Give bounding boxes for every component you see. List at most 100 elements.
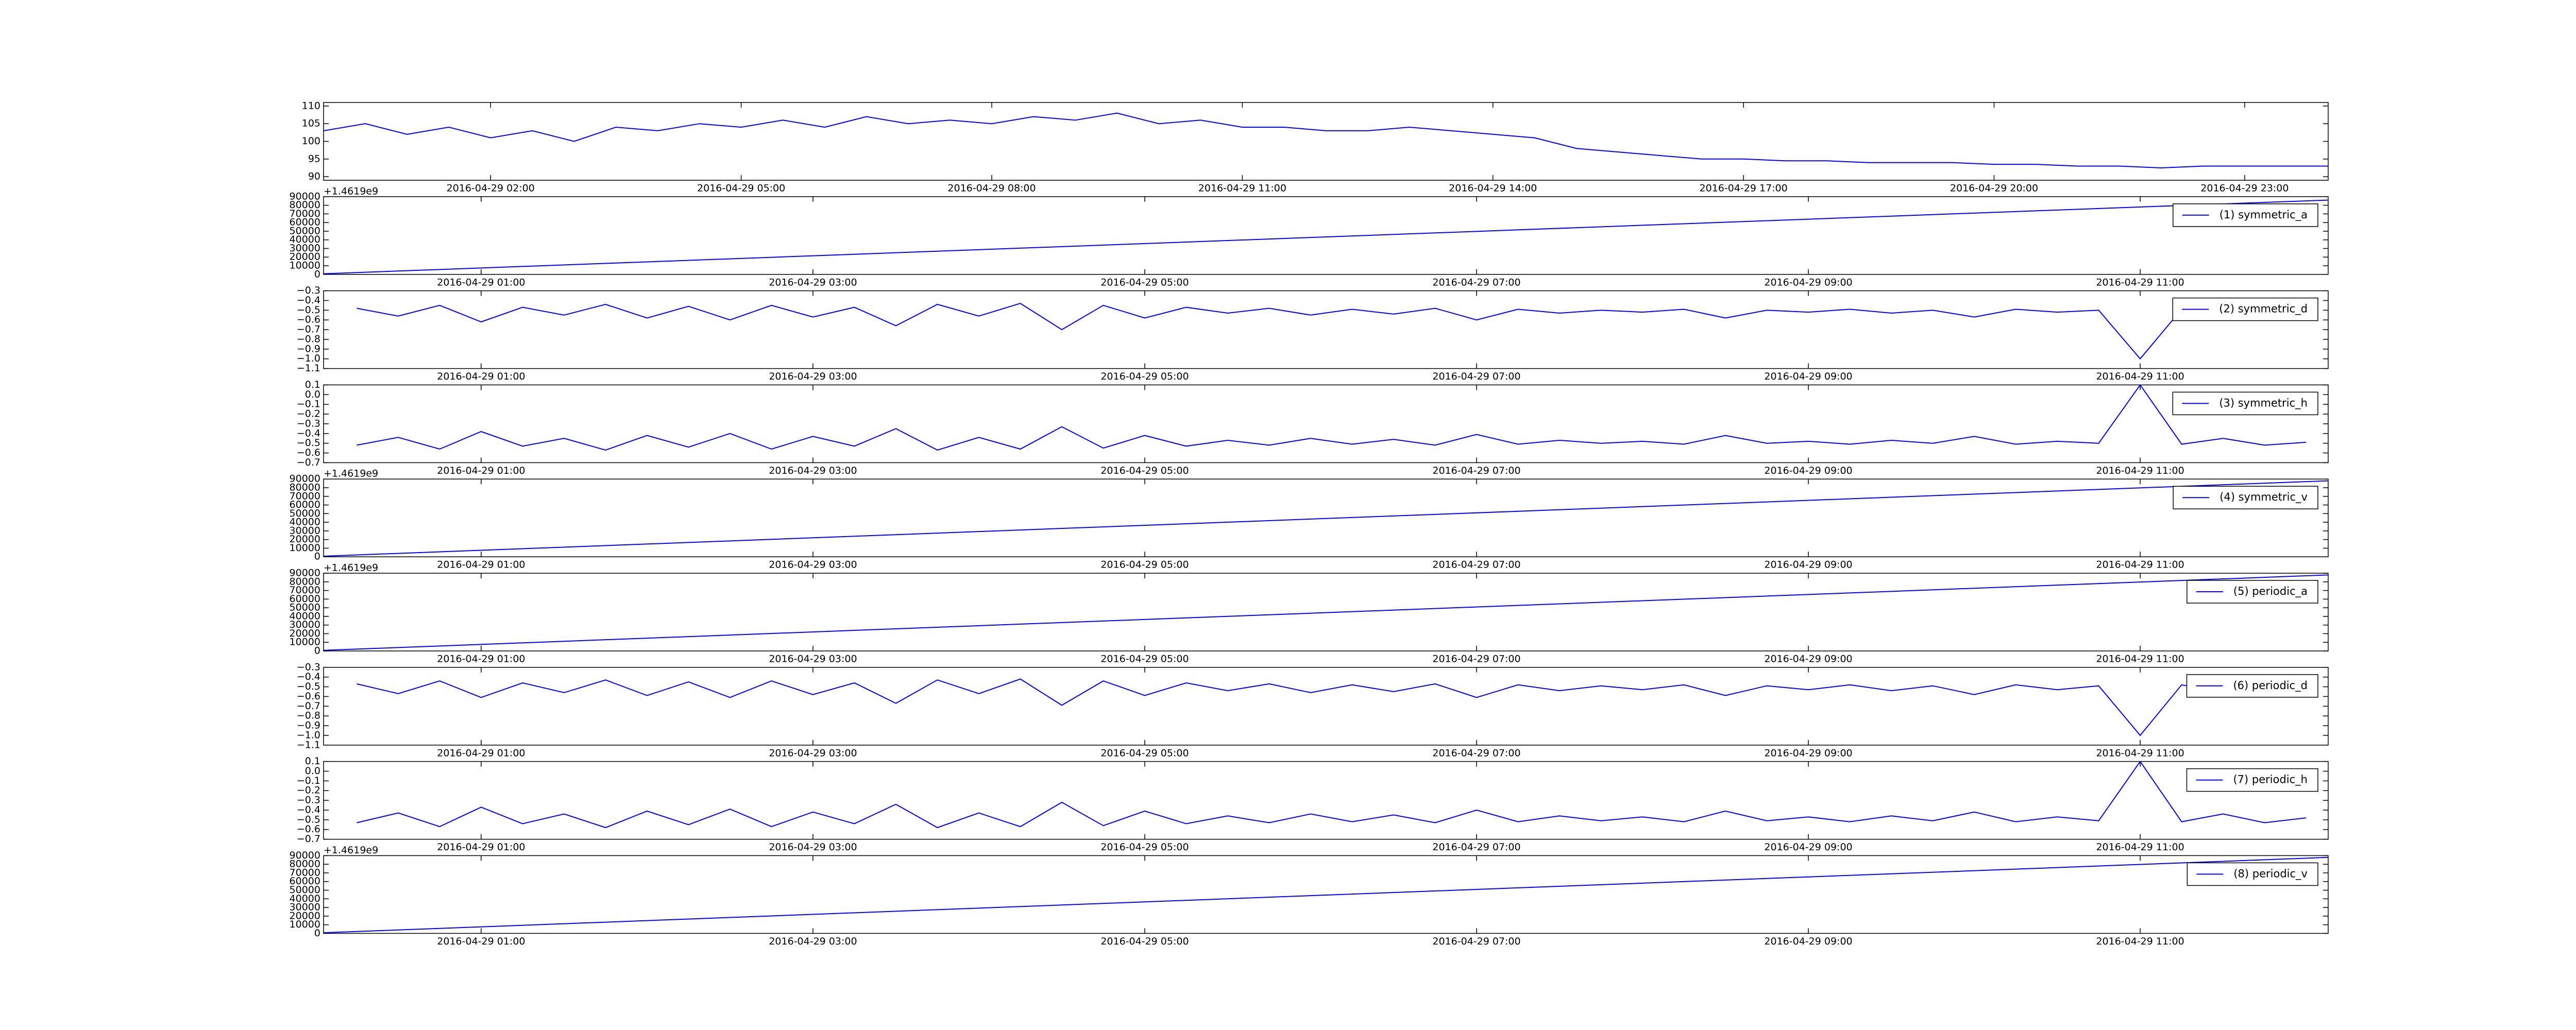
x-tick-label: 2016-04-29 09:00 xyxy=(1764,277,1852,288)
x-tick-label: 2016-04-29 11:00 xyxy=(1198,183,1286,194)
y-tick-label: 40000 xyxy=(290,893,320,904)
data-line xyxy=(324,856,2328,934)
legend: (7) periodic_h xyxy=(2186,768,2318,792)
x-tick-label: 2016-04-29 17:00 xyxy=(1700,183,1788,194)
y-tick-label: 70000 xyxy=(290,585,320,596)
y-tick-label: 30000 xyxy=(290,902,320,913)
y-tick-label: 90000 xyxy=(290,473,320,485)
legend: (4) symmetric_v xyxy=(2173,486,2318,509)
x-tick-label: 2016-04-29 01:00 xyxy=(437,747,525,759)
y-tick-label: −0.6 xyxy=(297,314,320,325)
y-tick-label: −0.2 xyxy=(297,785,320,796)
x-tick-label: 2016-04-29 09:00 xyxy=(1764,842,1852,853)
y-tick-label: −0.3 xyxy=(297,661,320,673)
y-tick-label: 50000 xyxy=(290,602,320,613)
y-tick-label: 0.0 xyxy=(305,765,320,777)
y-tick-label: −1.0 xyxy=(297,353,320,364)
offset-text: +1.4619e9 xyxy=(324,468,378,479)
legend-label: (2) symmetric_d xyxy=(2219,303,2308,316)
x-tick-label: 2016-04-29 07:00 xyxy=(1432,465,1520,476)
y-tick-label: −0.4 xyxy=(297,427,320,439)
x-tick-label: 2016-04-29 11:00 xyxy=(2096,277,2184,288)
x-tick-label: 2016-04-29 07:00 xyxy=(1432,277,1520,288)
x-tick-label: 2016-04-29 03:00 xyxy=(769,842,857,853)
y-tick-label: 30000 xyxy=(290,525,320,536)
x-tick-label: 2016-04-29 09:00 xyxy=(1764,559,1852,571)
offset-text: +1.4619e9 xyxy=(324,845,378,856)
y-tick-label: −0.3 xyxy=(297,285,320,296)
data-line xyxy=(357,385,2307,451)
y-tick-label: −0.7 xyxy=(297,324,320,335)
y-tick-label: 50000 xyxy=(290,508,320,519)
x-tick-label: 2016-04-29 03:00 xyxy=(769,747,857,759)
axes-frame xyxy=(323,855,2329,934)
y-tick-label: 80000 xyxy=(290,576,320,587)
y-tick-label: 20000 xyxy=(290,628,320,639)
data-line xyxy=(324,480,2328,557)
x-tick-label: 2016-04-29 23:00 xyxy=(2200,183,2289,194)
y-tick-label: 110 xyxy=(302,100,320,111)
x-tick-label: 2016-04-29 11:00 xyxy=(2096,465,2184,476)
axes-frame xyxy=(323,102,2329,181)
data-line xyxy=(357,678,2307,736)
x-tick-label: 2016-04-29 11:00 xyxy=(2096,371,2184,382)
y-tick-label: −0.4 xyxy=(297,671,320,682)
y-tick-label: 60000 xyxy=(290,876,320,887)
y-tick-label: 50000 xyxy=(290,884,320,896)
y-tick-label: −0.5 xyxy=(297,304,320,316)
y-tick-label: −0.6 xyxy=(297,823,320,835)
y-tick-label: −1.0 xyxy=(297,729,320,741)
y-tick-label: 60000 xyxy=(290,499,320,510)
data-line xyxy=(357,761,2307,829)
y-tick-label: −1.1 xyxy=(297,363,320,374)
axes-frame xyxy=(323,478,2329,557)
y-tick-label: −1.1 xyxy=(297,739,320,750)
x-tick-label: 2016-04-29 01:00 xyxy=(437,654,525,665)
y-tick-label: −0.7 xyxy=(297,700,320,712)
axes-frame xyxy=(323,196,2329,275)
y-tick-label: 80000 xyxy=(290,482,320,493)
x-tick-label: 2016-04-29 05:00 xyxy=(1100,936,1189,947)
x-tick-label: 2016-04-29 05:00 xyxy=(1100,654,1189,665)
x-tick-label: 2016-04-29 14:00 xyxy=(1449,183,1537,194)
x-tick-label: 2016-04-29 07:00 xyxy=(1432,936,1520,947)
legend: (1) symmetric_a xyxy=(2173,203,2318,227)
x-tick-label: 2016-04-29 20:00 xyxy=(1950,183,2038,194)
x-tick-label: 2016-04-29 01:00 xyxy=(437,842,525,853)
axes-frame xyxy=(323,667,2329,746)
y-tick-label: 0.1 xyxy=(305,756,320,767)
y-tick-label: 100 xyxy=(302,135,320,147)
x-tick-label: 2016-04-29 05:00 xyxy=(1100,371,1189,382)
x-tick-label: 2016-04-29 07:00 xyxy=(1432,842,1520,853)
x-tick-label: 2016-04-29 11:00 xyxy=(2096,842,2184,853)
y-tick-label: −0.9 xyxy=(297,720,320,731)
y-tick-label: 10000 xyxy=(290,542,320,554)
y-tick-label: 70000 xyxy=(290,490,320,502)
y-tick-label: 50000 xyxy=(290,225,320,236)
y-tick-label: 70000 xyxy=(290,867,320,878)
y-tick-label: 30000 xyxy=(290,619,320,630)
x-tick-label: 2016-04-29 01:00 xyxy=(437,277,525,288)
y-tick-label: 90 xyxy=(308,171,320,182)
y-tick-label: 20000 xyxy=(290,910,320,921)
x-tick-label: 2016-04-29 05:00 xyxy=(1100,747,1189,759)
y-tick-label: 90000 xyxy=(290,191,320,202)
x-tick-label: 2016-04-29 05:00 xyxy=(1100,559,1189,571)
x-tick-label: 2016-04-29 07:00 xyxy=(1432,654,1520,665)
x-tick-label: 2016-04-29 01:00 xyxy=(437,465,525,476)
y-tick-label: −0.5 xyxy=(297,814,320,825)
y-tick-label: 40000 xyxy=(290,234,320,245)
x-tick-label: 2016-04-29 05:00 xyxy=(1100,465,1189,476)
x-tick-label: 2016-04-29 11:00 xyxy=(2096,936,2184,947)
y-tick-label: 60000 xyxy=(290,593,320,605)
y-tick-label: −0.3 xyxy=(297,418,320,429)
y-tick-label: 95 xyxy=(308,153,320,164)
legend: (3) symmetric_h xyxy=(2172,391,2318,416)
y-tick-label: 10000 xyxy=(290,260,320,271)
x-tick-label: 2016-04-29 03:00 xyxy=(769,465,857,476)
y-tick-label: 0 xyxy=(314,551,320,562)
y-tick-label: −0.4 xyxy=(297,295,320,306)
y-tick-label: 20000 xyxy=(290,251,320,263)
axes-frame xyxy=(323,761,2329,840)
